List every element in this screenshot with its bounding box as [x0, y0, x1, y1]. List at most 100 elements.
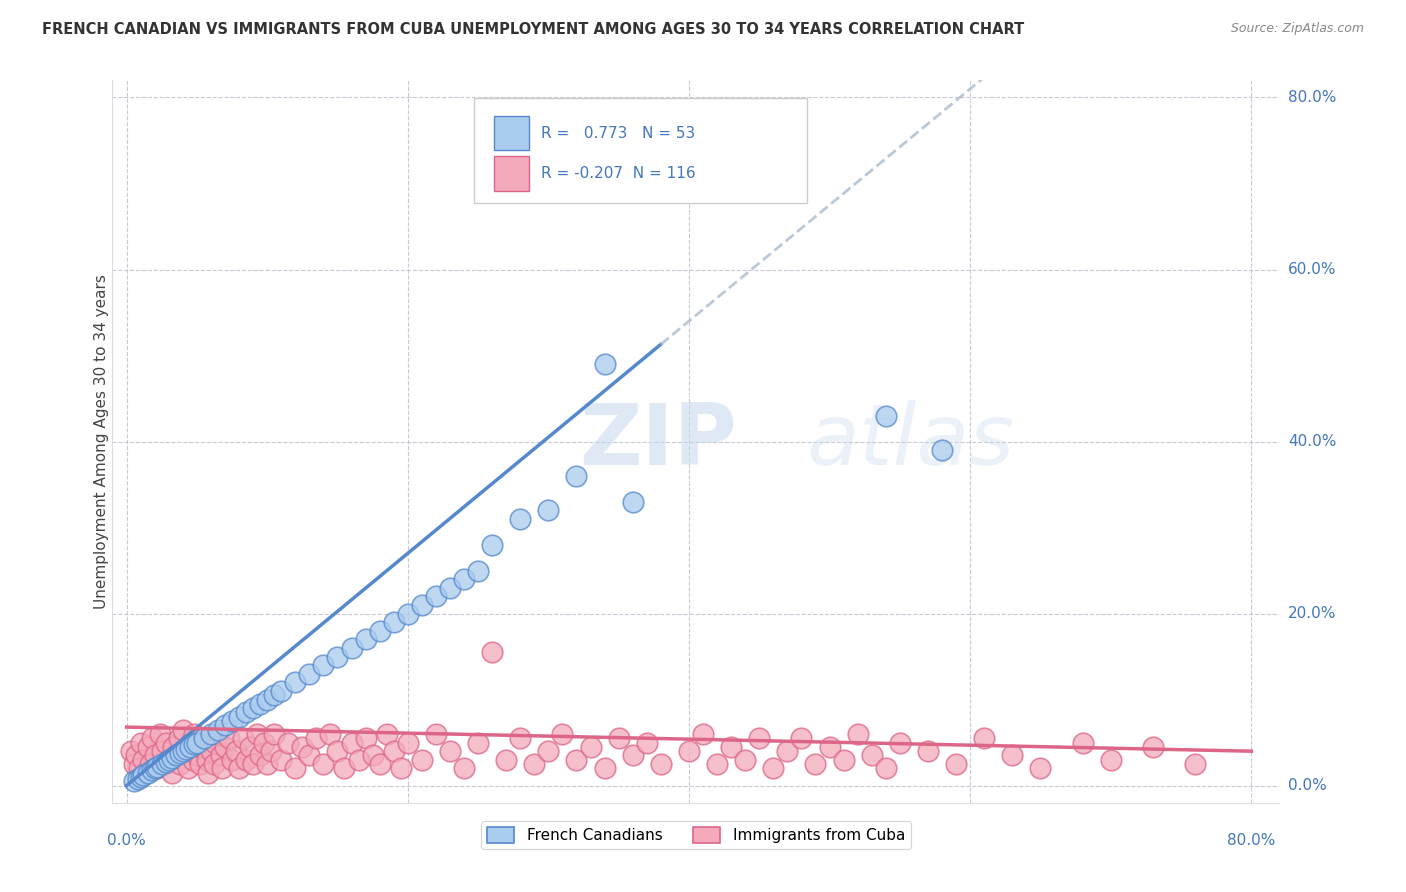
Point — [186, 735, 208, 749]
Point — [277, 735, 299, 749]
Point — [132, 753, 155, 767]
Point — [636, 735, 658, 749]
Point — [165, 748, 187, 763]
Point — [312, 658, 335, 673]
Point — [179, 735, 201, 749]
Point — [141, 763, 163, 777]
Point — [188, 757, 211, 772]
Point — [291, 739, 314, 754]
Point — [1071, 735, 1094, 749]
Point — [183, 737, 205, 751]
Point — [284, 675, 307, 690]
Text: 80.0%: 80.0% — [1288, 90, 1336, 105]
Point — [263, 688, 285, 702]
Point — [193, 731, 215, 746]
Text: Source: ZipAtlas.com: Source: ZipAtlas.com — [1230, 22, 1364, 36]
Point — [177, 761, 200, 775]
Point — [167, 731, 190, 746]
Point — [172, 744, 194, 758]
Point — [537, 744, 560, 758]
Point — [354, 731, 377, 746]
Point — [235, 753, 257, 767]
Point — [579, 739, 602, 754]
Point — [143, 748, 166, 763]
Point — [256, 692, 278, 706]
Point — [207, 727, 229, 741]
Point — [804, 757, 827, 772]
Point — [249, 748, 271, 763]
Point — [375, 727, 398, 741]
Point — [678, 744, 700, 758]
Point — [361, 748, 384, 763]
Point — [228, 761, 250, 775]
Point — [425, 727, 447, 741]
Point — [382, 744, 405, 758]
Point — [204, 735, 226, 749]
Point — [1001, 748, 1024, 763]
Point — [354, 632, 377, 647]
Point — [249, 697, 271, 711]
Point — [565, 753, 588, 767]
Point — [132, 768, 155, 782]
Point — [467, 564, 489, 578]
Point — [136, 765, 159, 780]
Point — [155, 755, 177, 769]
Point — [425, 590, 447, 604]
Point — [1184, 757, 1206, 772]
Point — [136, 739, 159, 754]
Point — [239, 739, 262, 754]
Point — [127, 772, 149, 786]
Point — [200, 727, 222, 741]
Point — [214, 739, 236, 754]
Point — [165, 748, 187, 763]
Text: 0.0%: 0.0% — [107, 833, 146, 848]
Text: 60.0%: 60.0% — [1288, 262, 1336, 277]
Point — [195, 753, 218, 767]
Point — [818, 739, 841, 754]
Text: R =   0.773   N = 53: R = 0.773 N = 53 — [541, 126, 695, 141]
Point — [129, 735, 152, 749]
Point — [439, 581, 461, 595]
Point — [284, 761, 307, 775]
Point — [211, 761, 233, 775]
Point — [143, 761, 166, 775]
Point — [305, 731, 328, 746]
Point — [246, 727, 269, 741]
Point — [122, 757, 145, 772]
Point — [270, 753, 292, 767]
Point — [326, 649, 349, 664]
Point — [319, 727, 342, 741]
Point — [621, 494, 644, 508]
Point — [193, 731, 215, 746]
Point — [860, 748, 883, 763]
Point — [128, 761, 150, 775]
Point — [221, 714, 243, 728]
Point — [179, 739, 201, 754]
Point — [333, 761, 356, 775]
Point — [225, 744, 247, 758]
Point — [973, 731, 995, 746]
Point — [298, 748, 321, 763]
Point — [411, 598, 433, 612]
Point — [537, 503, 560, 517]
Point — [467, 735, 489, 749]
Point — [326, 744, 349, 758]
Point — [139, 757, 162, 772]
Point — [125, 748, 148, 763]
Point — [202, 757, 225, 772]
Point — [621, 748, 644, 763]
Point — [122, 774, 145, 789]
Point — [120, 744, 142, 758]
Point — [748, 731, 770, 746]
Point — [162, 739, 184, 754]
Point — [232, 731, 254, 746]
Text: R = -0.207  N = 116: R = -0.207 N = 116 — [541, 166, 696, 181]
Point — [298, 666, 321, 681]
Point — [172, 723, 194, 737]
Point — [790, 731, 813, 746]
Point — [235, 706, 257, 720]
Point — [706, 757, 728, 772]
Point — [1099, 753, 1122, 767]
Point — [146, 761, 169, 775]
Point — [174, 742, 197, 756]
